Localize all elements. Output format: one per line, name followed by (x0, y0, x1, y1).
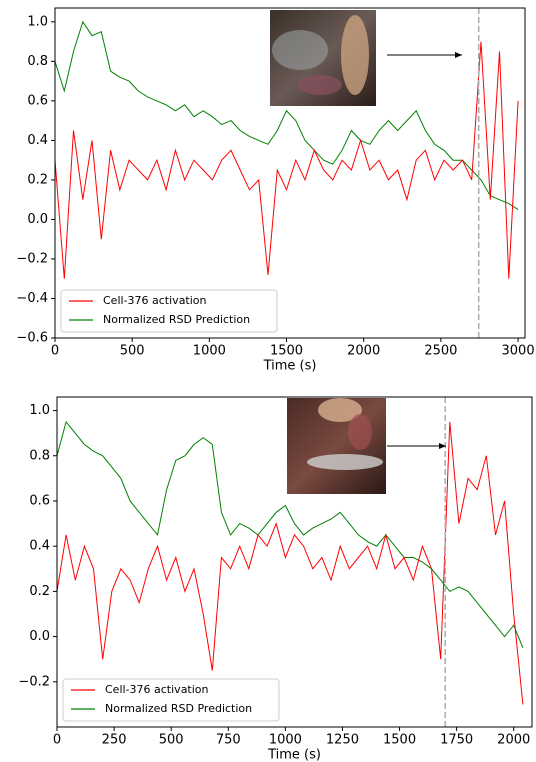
y-tick-label: 0.8 (29, 448, 50, 463)
axes-frame (54, 7, 526, 339)
y-tick-label: −0.6 (16, 331, 48, 346)
x-tick-label: 500 (159, 733, 184, 748)
x-tick-label: 1750 (440, 733, 473, 748)
legend: Cell-376 activation Normalized RSD Predic… (62, 678, 280, 722)
x-tick-label: 2000 (497, 733, 530, 748)
x-tick-label: 750 (216, 733, 241, 748)
y-tick-label: −0.2 (18, 674, 50, 689)
x-tick-label: 1000 (193, 344, 226, 359)
x-tick-label: 2000 (347, 344, 380, 359)
x-tick-label: 2500 (424, 344, 457, 359)
y-tick-label: 0.2 (29, 584, 50, 599)
x-tick-label: 3000 (502, 344, 535, 359)
legend-box (60, 289, 278, 333)
y-tick-label: 0.0 (29, 629, 50, 644)
y-tick-label: 1.0 (27, 14, 48, 29)
legend: Cell-376 activation Normalized RSD Predic… (60, 289, 278, 333)
legend-label: Normalized RSD Prediction (105, 702, 252, 715)
inset-image (287, 398, 386, 494)
y-tick-label: 0.6 (29, 493, 50, 508)
y-tick-label: 1.0 (29, 403, 50, 418)
x-tick-label: 250 (102, 733, 127, 748)
series-line (55, 41, 519, 279)
y-tick-label: 0.4 (27, 133, 48, 148)
legend-label: Normalized RSD Prediction (103, 313, 250, 326)
x-tick-label: 500 (120, 344, 145, 359)
x-tick-label: 0 (51, 344, 59, 359)
legend-box (62, 678, 280, 722)
x-tick-label: 1500 (383, 733, 416, 748)
legend-label: Cell-376 activation (105, 683, 209, 696)
y-tick-label: 0.8 (27, 54, 48, 69)
y-tick-label: 0.6 (27, 93, 48, 108)
series-line (57, 420, 524, 649)
inset-image (270, 10, 376, 106)
series-line (55, 20, 519, 211)
x-tick-label: 1000 (269, 733, 302, 748)
y-tick-label: −0.2 (16, 251, 48, 266)
y-tick-label: 0.2 (27, 172, 48, 187)
x-tick-label: 1500 (270, 344, 303, 359)
x-axis-label: Time (s) (263, 359, 317, 374)
series-line (57, 421, 524, 705)
y-tick-label: 0.4 (29, 539, 50, 554)
legend-label: Cell-376 activation (103, 294, 207, 307)
y-tick-label: 0.0 (27, 212, 48, 227)
axes-frame (56, 396, 533, 728)
y-tick-label: −0.4 (16, 291, 48, 306)
x-tick-label: 0 (53, 733, 61, 748)
x-tick-label: 1250 (326, 733, 359, 748)
x-axis-label: Time (s) (267, 748, 321, 762)
